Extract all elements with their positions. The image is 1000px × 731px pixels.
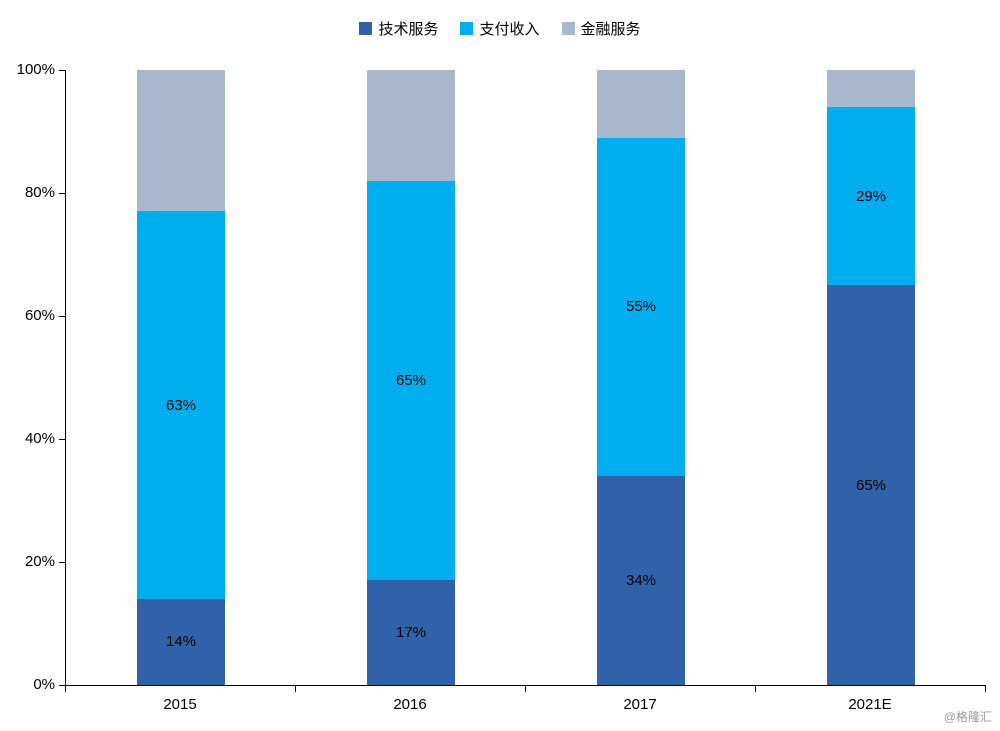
y-tick-label: 80% xyxy=(24,184,55,201)
y-tick-label: 0% xyxy=(33,676,55,693)
bar-2016: 17% 65% xyxy=(367,70,455,685)
legend-swatch-icon xyxy=(460,22,474,35)
bar-2017: 34% 55% xyxy=(597,70,685,685)
category-band-2021E: 65% 29% xyxy=(756,70,986,685)
x-tick-mark xyxy=(985,686,986,692)
segment-label: 29% xyxy=(855,187,887,205)
bar-segment xyxy=(137,70,225,212)
segment-label: 65% xyxy=(395,372,427,390)
chart-legend: 技术服务 支付收入 金融服务 xyxy=(0,18,1000,39)
y-tick-label: 40% xyxy=(24,430,55,447)
y-tick-mark xyxy=(59,193,65,194)
legend-item-1: 支付收入 xyxy=(460,18,540,39)
bar-segment: 17% xyxy=(367,580,455,685)
x-category-label: 2015 xyxy=(163,696,197,713)
y-tick-mark xyxy=(59,562,65,563)
watermark: @格隆汇 xyxy=(943,710,992,724)
bar-2021E: 65% 29% xyxy=(827,70,915,685)
legend-item-0: 技术服务 xyxy=(359,18,438,39)
bar-segment xyxy=(597,70,685,138)
y-tick-mark xyxy=(59,439,65,440)
segment-label: 65% xyxy=(855,476,887,494)
y-tick-mark xyxy=(59,685,65,686)
x-tick-mark xyxy=(65,686,66,692)
x-category-label: 2016 xyxy=(393,696,427,713)
category-band-2015: 14% 63% xyxy=(66,70,296,685)
bar-segment: 65% xyxy=(367,180,455,581)
category-band-2017: 34% 55% xyxy=(526,70,756,685)
bar-segment: 34% xyxy=(597,475,685,685)
y-tick-label: 60% xyxy=(24,307,55,324)
x-category-label: 2017 xyxy=(623,696,657,713)
segment-label: 14% xyxy=(165,633,197,651)
legend-swatch-icon xyxy=(359,22,373,35)
segment-label: 34% xyxy=(625,571,657,589)
category-band-2016: 17% 65% xyxy=(296,70,526,685)
y-tick-mark xyxy=(59,316,65,317)
bar-segment: 55% xyxy=(597,137,685,476)
y-tick-label: 20% xyxy=(24,553,55,570)
segment-label: 17% xyxy=(395,624,427,642)
y-tick-label: 100% xyxy=(16,61,55,78)
legend-swatch-icon xyxy=(561,22,575,35)
legend-item-2: 金融服务 xyxy=(561,18,641,39)
legend-label: 技术服务 xyxy=(378,21,439,38)
legend-label: 支付收入 xyxy=(479,21,540,38)
bar-segment: 63% xyxy=(137,211,225,599)
y-tick-mark xyxy=(59,70,65,71)
bar-2015: 14% 63% xyxy=(137,70,225,685)
bar-segment xyxy=(367,70,455,181)
segment-label: 63% xyxy=(165,396,197,414)
x-tick-mark xyxy=(525,686,526,692)
x-category-label: 2021E xyxy=(848,696,892,713)
legend-label: 金融服务 xyxy=(580,21,641,38)
x-tick-mark xyxy=(755,686,756,692)
plot-area: 14% 63% 17% 65% 34% 55% 65% 29% xyxy=(65,70,986,686)
bar-segment: 14% xyxy=(137,598,225,685)
bar-segment: 65% xyxy=(827,285,915,685)
x-tick-mark xyxy=(295,686,296,692)
bar-segment xyxy=(827,70,915,107)
segment-label: 55% xyxy=(625,298,657,316)
bar-segment: 29% xyxy=(827,106,915,286)
